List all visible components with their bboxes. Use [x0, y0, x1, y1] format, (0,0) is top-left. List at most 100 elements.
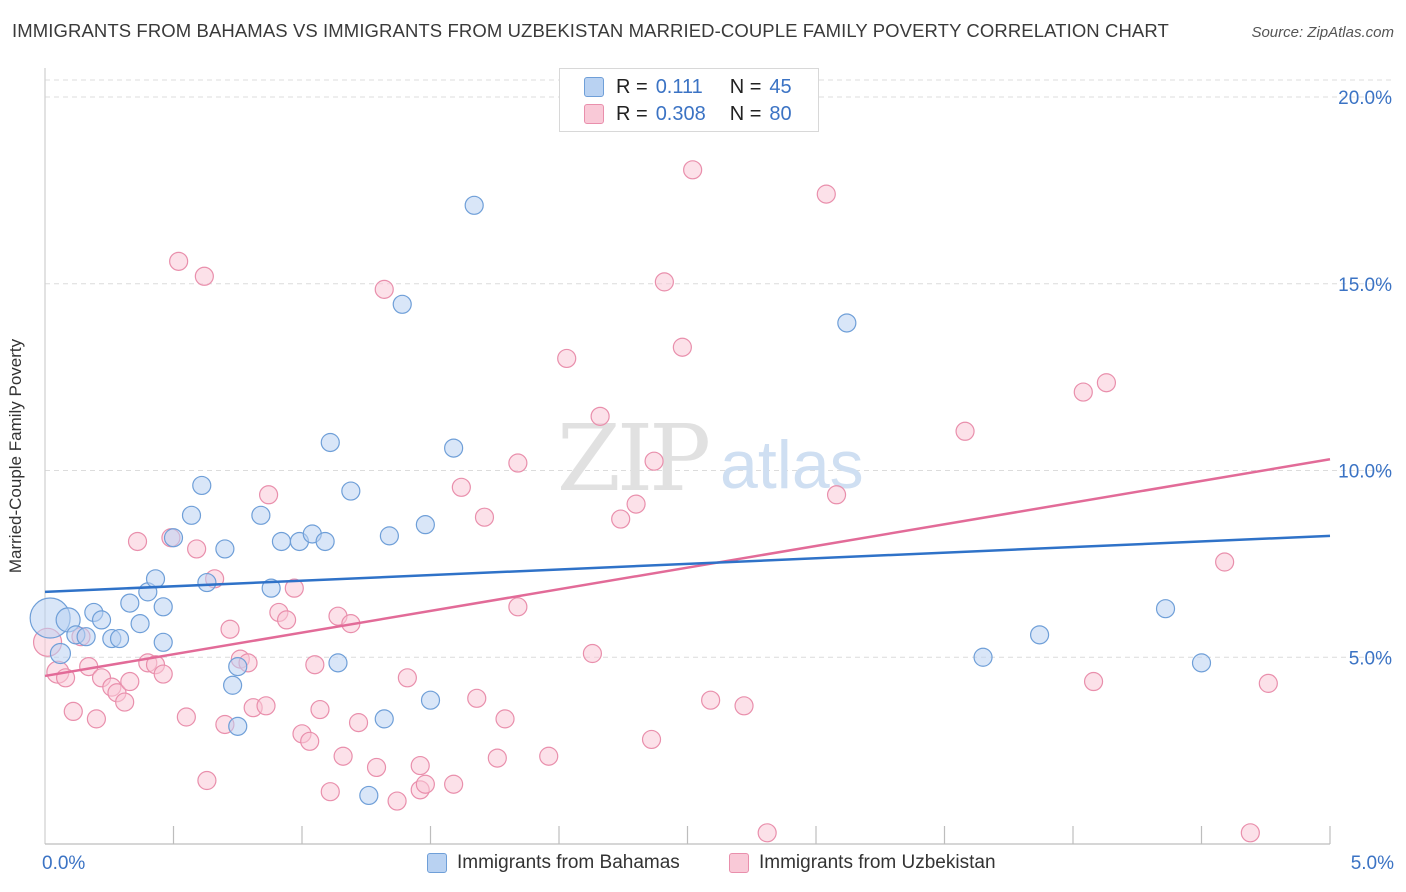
bahamas-point: [130, 614, 150, 634]
bahamas-point: [1155, 599, 1176, 619]
uzbekistan-point: [672, 337, 692, 357]
uzbekistan-point: [487, 748, 507, 768]
uzbekistan-point: [374, 279, 394, 299]
y-tick-label: 15.0%: [1338, 275, 1392, 296]
uzbekistan-point: [397, 668, 417, 688]
bahamas-point: [261, 578, 281, 598]
bahamas-point: [120, 593, 140, 613]
uzbekistan-point: [1258, 673, 1278, 693]
series-legend-swatch-pink: [729, 853, 749, 873]
x-tick-label: 0.0%: [42, 853, 85, 874]
bahamas-point: [341, 481, 361, 501]
uzbekistan-trend-line: [44, 458, 1331, 678]
bahamas-point: [320, 432, 340, 453]
bahamas-point: [315, 531, 335, 552]
series-bahamas: [29, 195, 1212, 806]
bahamas-point: [192, 475, 212, 496]
uzbekistan-point: [410, 755, 430, 776]
uzbekistan-point: [683, 160, 703, 180]
watermark-zip: ZIP: [557, 405, 708, 512]
uzbekistan-point: [256, 696, 276, 716]
bahamas-point: [379, 526, 399, 546]
uzbekistan-point: [654, 272, 674, 292]
legend-n-value: 45: [769, 75, 792, 98]
uzbekistan-point: [539, 746, 559, 766]
series-legend: Immigrants from Bahamas Immigrants from …: [0, 852, 1406, 878]
bahamas-point: [228, 716, 248, 736]
bahamas-point: [1191, 653, 1212, 673]
bahamas-point: [251, 505, 271, 525]
uzbekistan-point: [467, 688, 487, 708]
uzbekistan-point: [826, 485, 847, 505]
uzbekistan-point: [590, 406, 610, 426]
uzbekistan-point: [197, 770, 217, 791]
uzbekistan-point: [153, 664, 173, 684]
uzbekistan-point: [310, 699, 330, 720]
uzbekistan-point: [187, 539, 207, 559]
uzbekistan-point: [1096, 373, 1117, 393]
legend-n-label: N =: [729, 75, 762, 98]
bahamas-point: [420, 690, 441, 710]
y-axis-title: Married-Couple Family Poverty: [6, 338, 25, 574]
uzbekistan-point: [495, 709, 515, 729]
uzbekistan-point: [444, 774, 464, 794]
uzbekistan-point: [276, 610, 297, 630]
uzbekistan-point: [1215, 552, 1235, 572]
legend-r-value: 0.308: [655, 102, 706, 125]
correlation-legend: R = 0.111 N = 45 R = 0.308 N = 80: [559, 68, 819, 132]
uzbekistan-point: [557, 348, 577, 369]
uzbekistan-point: [194, 266, 214, 286]
bahamas-point: [271, 531, 292, 552]
bahamas-point: [223, 675, 243, 695]
uzbekistan-point: [258, 485, 279, 505]
bahamas-point: [359, 785, 379, 806]
uzbekistan-point: [816, 184, 836, 204]
bahamas-point: [163, 528, 184, 548]
bahamas-point: [464, 195, 484, 215]
uzbekistan-point: [644, 451, 664, 471]
legend-n-value: 80: [769, 102, 792, 125]
trend-lines: [44, 458, 1331, 678]
uzbekistan-point: [305, 655, 325, 675]
source-credit: Source: ZipAtlas.com: [1251, 24, 1394, 41]
uzbekistan-point: [300, 731, 320, 751]
uzbekistan-point: [220, 619, 240, 639]
series-legend-swatch-blue: [427, 853, 447, 873]
uzbekistan-point: [415, 774, 435, 794]
legend-row-uzbekistan: R = 0.308 N = 80: [584, 102, 792, 126]
series-legend-bahamas: Immigrants from Bahamas: [427, 852, 680, 874]
bahamas-point: [444, 438, 464, 458]
bahamas-point: [374, 709, 394, 729]
uzbekistan-point: [508, 597, 528, 617]
uzbekistan-point: [169, 251, 189, 271]
uzbekistan-point: [1073, 382, 1093, 402]
uzbekistan-point: [63, 701, 83, 722]
y-tick-label: 5.0%: [1349, 648, 1392, 669]
uzbekistan-point: [734, 696, 754, 716]
uzbekistan-point: [1083, 671, 1104, 692]
bahamas-point: [91, 610, 112, 630]
bahamas-point: [228, 656, 248, 677]
uzbekistan-point: [451, 477, 471, 497]
chart-title: IMMIGRANTS FROM BAHAMAS VS IMMIGRANTS FR…: [12, 20, 1169, 41]
uzbekistan-point: [127, 531, 148, 552]
uzbekistan-point: [611, 509, 631, 529]
uzbekistan-point: [348, 713, 369, 733]
series-legend-uzbekistan: Immigrants from Uzbekistan: [729, 852, 996, 874]
uzbekistan-point: [320, 782, 340, 802]
axes: [44, 68, 1331, 845]
uzbekistan-point: [120, 671, 140, 692]
legend-row-bahamas: R = 0.111 N = 45: [584, 75, 792, 99]
uzbekistan-point: [86, 709, 107, 729]
uzbekistan-point: [955, 421, 975, 441]
legend-swatch-pink: [584, 104, 604, 124]
bahamas-point: [153, 597, 173, 617]
bahamas-point: [415, 515, 435, 535]
bahamas-point: [181, 505, 202, 525]
bahamas-point: [197, 572, 217, 593]
uzbekistan-point: [757, 823, 777, 843]
uzbekistan-point: [474, 507, 495, 527]
grid-lines: [45, 79, 1392, 658]
series-legend-label: Immigrants from Uzbekistan: [759, 852, 996, 873]
